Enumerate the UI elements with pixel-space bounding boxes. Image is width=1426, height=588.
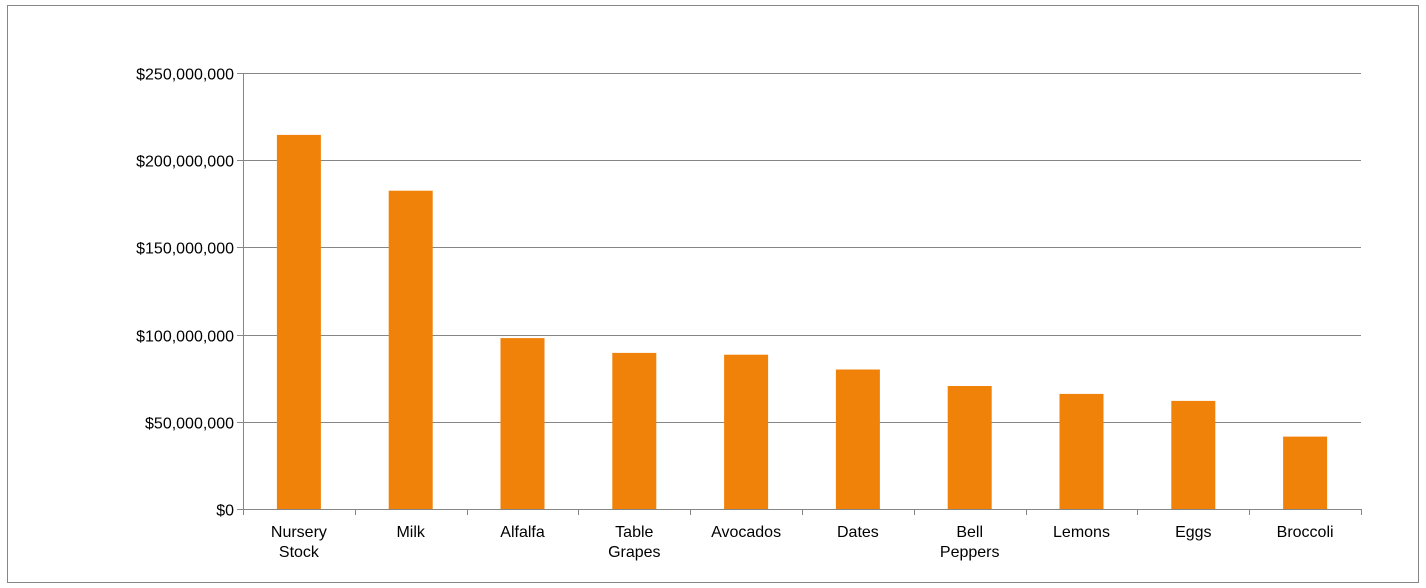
bars <box>276 134 1328 509</box>
chart-frame: $0 $50,000,000 $100,000,000 $150,000,000 $20… <box>7 5 1419 583</box>
x-tick-label: Lemons <box>1053 524 1110 541</box>
x-tick-label: Peppers <box>940 544 1000 561</box>
bar <box>1283 436 1328 509</box>
y-tick-label: $150,000,000 <box>136 241 234 258</box>
x-tick-label: Grapes <box>608 544 660 561</box>
x-tick-label: Alfalfa <box>500 524 545 541</box>
x-tick-label: Table <box>615 524 653 541</box>
x-tick-label: Dates <box>837 524 879 541</box>
y-tick-label: $100,000,000 <box>136 329 234 346</box>
y-tick-labels: $0 $50,000,000 $100,000,000 $150,000,000 $20… <box>136 67 234 520</box>
x-tick-label: Broccoli <box>1277 524 1334 541</box>
y-tick-label: $0 <box>216 503 234 520</box>
x-tick-label: Nursery <box>271 524 327 541</box>
bar <box>1171 400 1216 509</box>
bar <box>947 386 992 509</box>
bar <box>835 369 880 509</box>
bar-chart: $0 $50,000,000 $100,000,000 $150,000,000 $20… <box>136 67 1362 561</box>
bar <box>500 338 545 509</box>
bar <box>1059 393 1104 509</box>
x-tick-label: Eggs <box>1175 524 1211 541</box>
x-tick-label: Bell <box>956 524 983 541</box>
y-tick-label: $200,000,000 <box>136 154 234 171</box>
bar <box>724 354 769 509</box>
axes <box>237 73 1362 515</box>
y-tick-label: $50,000,000 <box>145 416 234 433</box>
x-tick-label: Avocados <box>711 524 781 541</box>
bar <box>388 190 433 509</box>
y-tick-label: $250,000,000 <box>136 67 234 84</box>
x-tick-labels: Nursery Stock Milk Alfalfa Table Grapes Avocad… <box>271 524 1334 561</box>
x-tick-label: Milk <box>396 524 425 541</box>
bar <box>612 352 657 509</box>
x-tick-label: Stock <box>279 544 320 561</box>
bar <box>276 134 321 509</box>
